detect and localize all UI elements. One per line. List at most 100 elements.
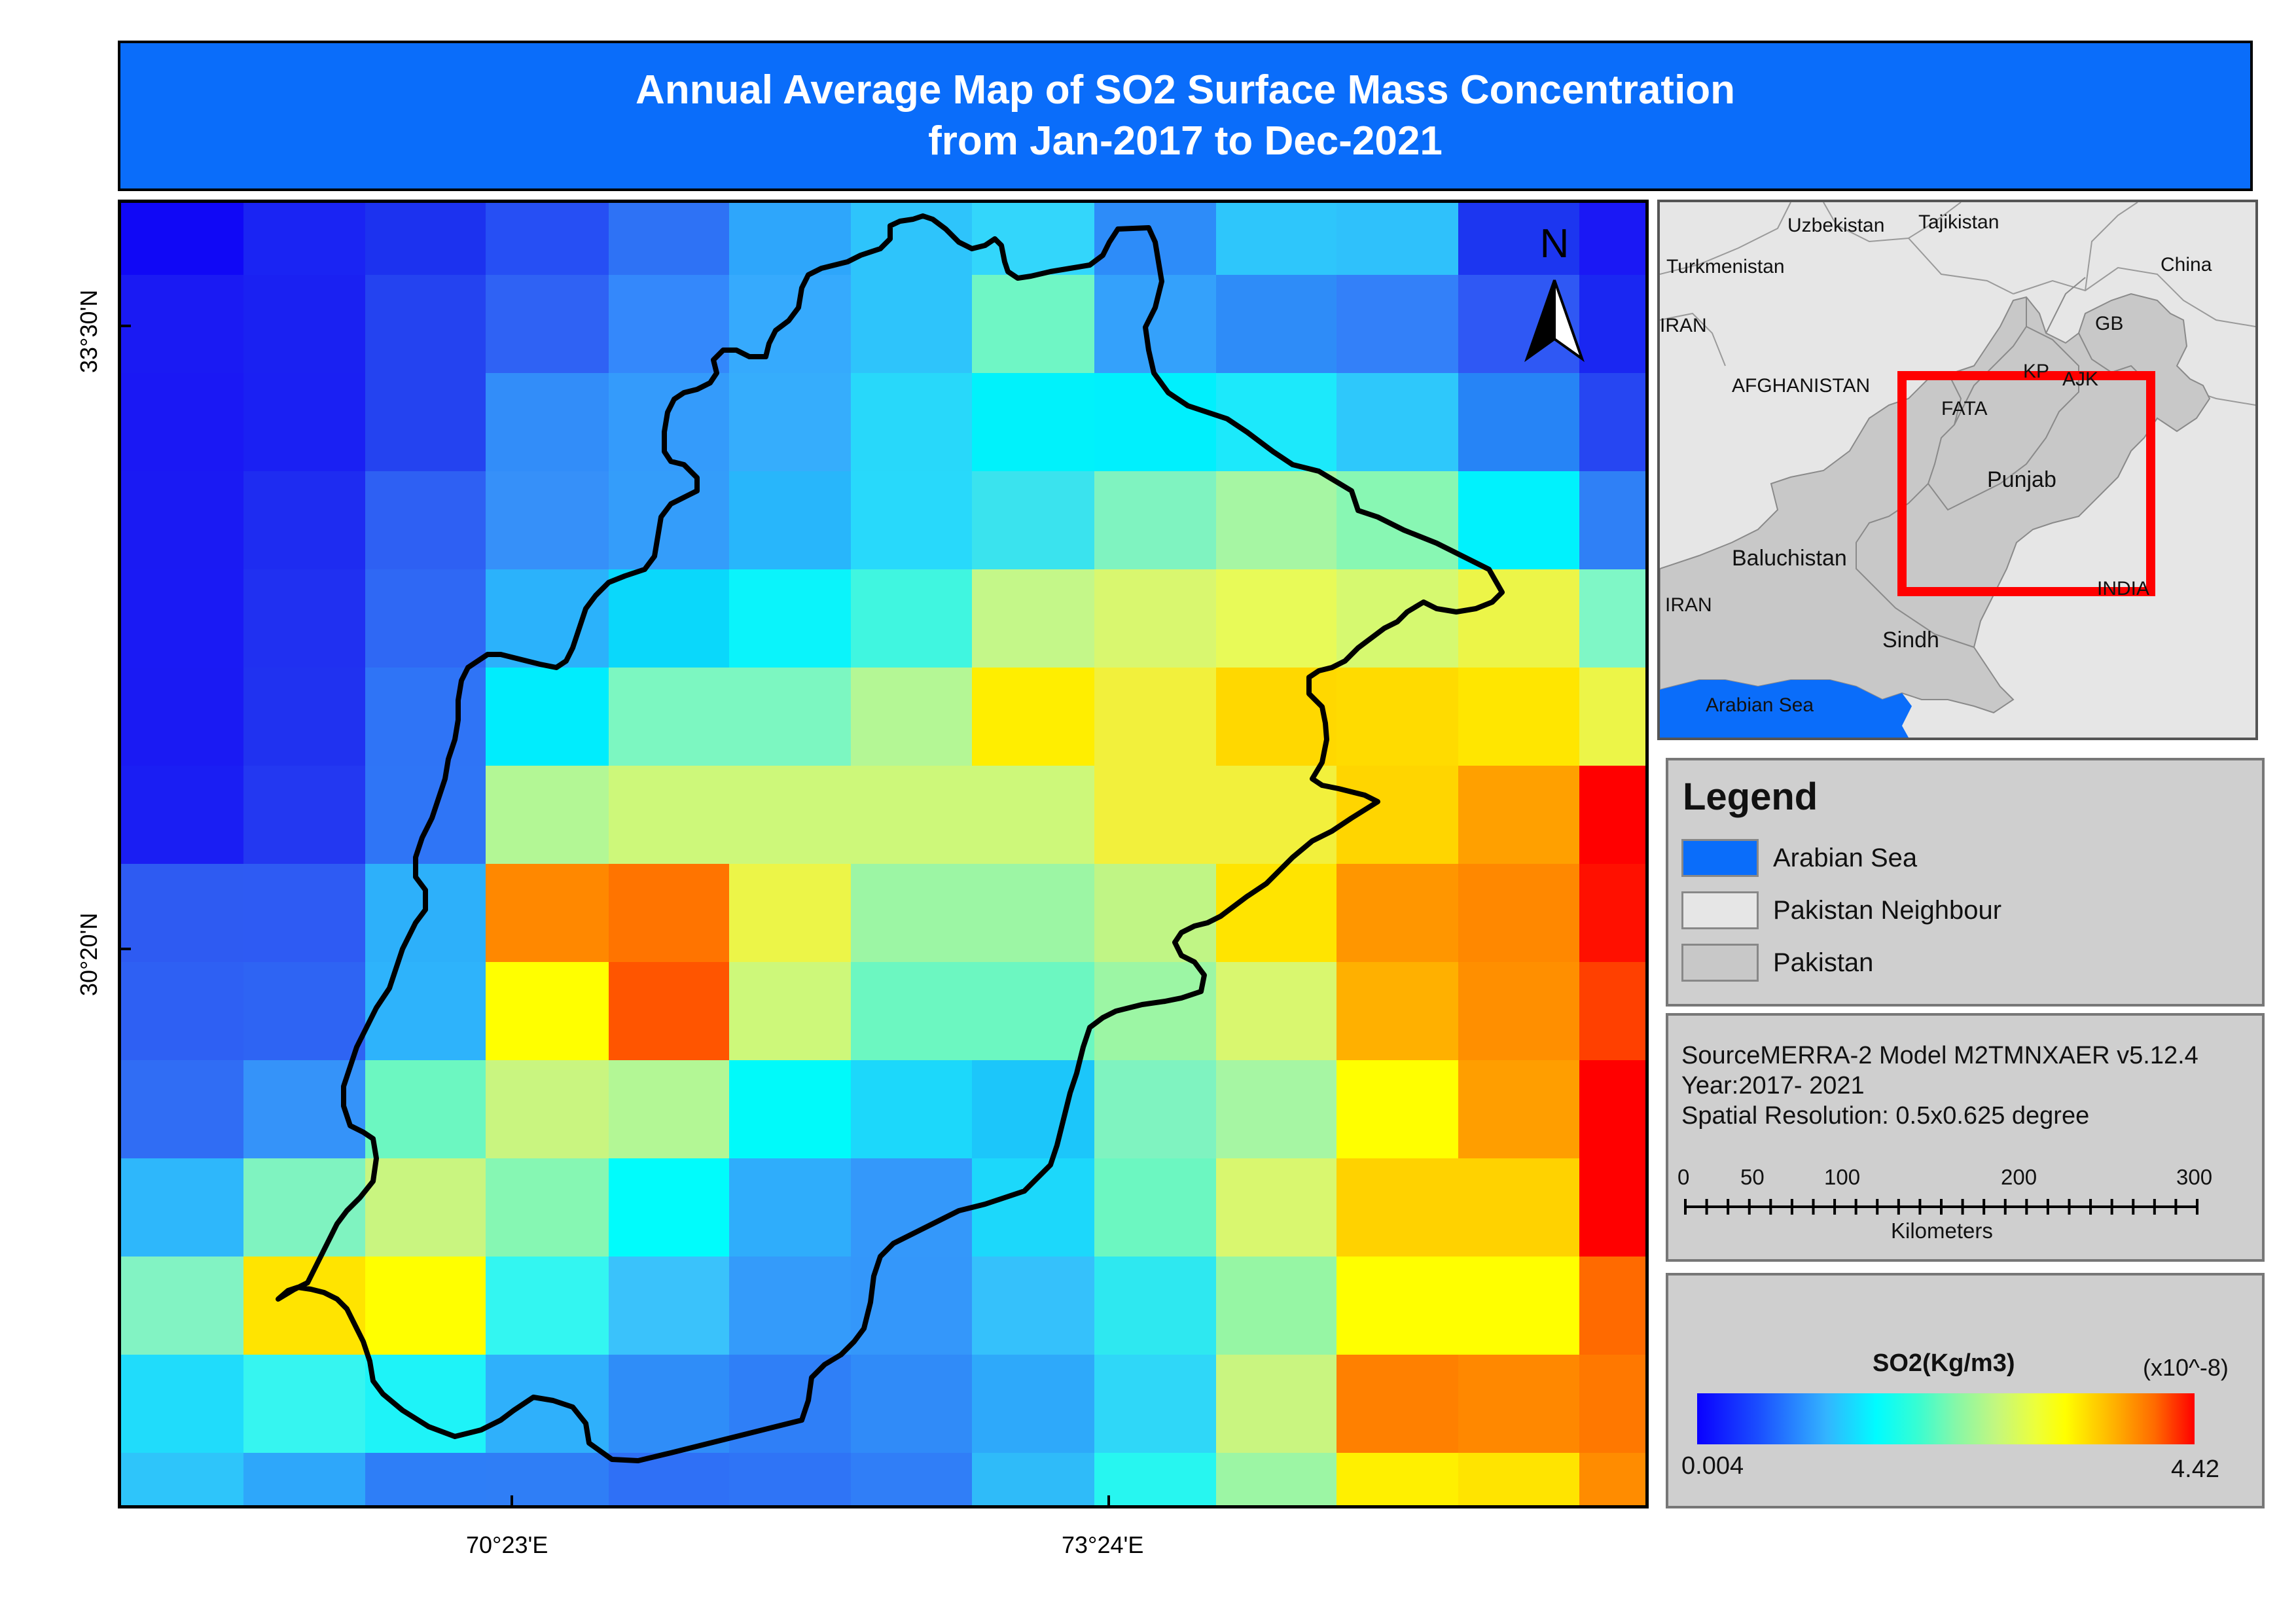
raster-cell bbox=[851, 471, 972, 569]
raster-cell bbox=[1216, 203, 1336, 275]
raster-cell bbox=[972, 864, 1094, 962]
raster-cell bbox=[1579, 1060, 1645, 1158]
inset-label-punjab: Punjab bbox=[1987, 467, 2056, 492]
scale-tick-50: 50 bbox=[1740, 1165, 1765, 1189]
raster-cell bbox=[609, 1158, 729, 1257]
raster-cell bbox=[609, 864, 729, 962]
raster-cell bbox=[972, 569, 1094, 668]
raster-cell bbox=[609, 668, 729, 766]
raster-cell bbox=[1336, 471, 1458, 569]
raster-cell bbox=[729, 1060, 851, 1158]
raster-cell bbox=[1216, 569, 1336, 668]
raster-cell bbox=[972, 668, 1094, 766]
inset-label-india: INDIA bbox=[2097, 578, 2149, 599]
raster-cell bbox=[729, 1453, 851, 1505]
inset-map-svg: Uzbekistan Tajikistan Turkmenistan China… bbox=[1660, 202, 2255, 738]
source-line-3: Spatial Resolution: 0.5x0.625 degree bbox=[1681, 1102, 2090, 1130]
scale-tick-200: 200 bbox=[2001, 1165, 2037, 1189]
raster-cell bbox=[1336, 1060, 1458, 1158]
raster-cell bbox=[609, 1355, 729, 1453]
raster-cell bbox=[365, 1158, 486, 1257]
inset-arabian-sea bbox=[1660, 680, 1912, 738]
raster-cell bbox=[486, 962, 609, 1060]
raster-cell bbox=[121, 471, 243, 569]
scale-tick-100: 100 bbox=[1824, 1165, 1861, 1189]
raster-cell bbox=[1094, 1060, 1216, 1158]
raster-cell bbox=[121, 1453, 243, 1505]
raster-cell bbox=[243, 1158, 365, 1257]
raster-cell bbox=[609, 1060, 729, 1158]
raster-cell bbox=[1458, 373, 1579, 471]
raster-cell bbox=[1458, 668, 1579, 766]
raster-cell bbox=[851, 1060, 972, 1158]
raster-cell bbox=[365, 203, 486, 275]
raster-cell bbox=[729, 766, 851, 864]
lon-label-70-23: 70°23'E bbox=[466, 1531, 548, 1558]
raster-cell bbox=[729, 569, 851, 668]
north-label: N bbox=[1540, 221, 1570, 266]
raster-cell bbox=[851, 668, 972, 766]
raster-cell bbox=[121, 203, 243, 275]
colorbar-panel: SO2(Kg/m3) (x10^-8) 0.004 4.42 bbox=[1666, 1273, 2265, 1508]
raster-cell bbox=[1579, 1158, 1645, 1257]
source-panel: SourceMERRA-2 Model M2TMNXAER v5.12.4 Ye… bbox=[1666, 1013, 2265, 1262]
legend-item-pakistan-neighbour: Pakistan Neighbour bbox=[1681, 890, 2001, 931]
raster-cell bbox=[1458, 1060, 1579, 1158]
inset-label-iran-bottom: IRAN bbox=[1665, 594, 1712, 616]
inset-label-afghanistan: AFGHANISTAN bbox=[1732, 375, 1870, 397]
raster-cell bbox=[1336, 373, 1458, 471]
raster-cell bbox=[1094, 569, 1216, 668]
raster-cell bbox=[851, 962, 972, 1060]
raster-cell bbox=[1094, 1158, 1216, 1257]
raster-cell bbox=[851, 1158, 972, 1257]
raster-cell bbox=[121, 766, 243, 864]
raster-cell bbox=[851, 1453, 972, 1505]
map-title-line-1: Annual Average Map of SO2 Surface Mass C… bbox=[635, 67, 1736, 113]
raster-cell bbox=[243, 373, 365, 471]
raster-cell bbox=[243, 203, 365, 275]
legend-swatch-pakistan bbox=[1681, 944, 1759, 982]
raster-cell bbox=[365, 668, 486, 766]
raster-cell bbox=[1579, 1355, 1645, 1453]
raster-cell bbox=[243, 1355, 365, 1453]
colorbar-gradient bbox=[1697, 1393, 2195, 1444]
raster-cell bbox=[851, 1355, 972, 1453]
raster-cell bbox=[1094, 668, 1216, 766]
raster-cell bbox=[243, 668, 365, 766]
raster-cell bbox=[1458, 203, 1579, 275]
so2-raster-grid bbox=[121, 203, 1645, 1505]
inset-location-map: Uzbekistan Tajikistan Turkmenistan China… bbox=[1657, 200, 2258, 740]
map-title-line-2: from Jan-2017 to Dec-2021 bbox=[928, 118, 1443, 164]
raster-cell bbox=[1579, 1257, 1645, 1355]
raster-cell bbox=[1579, 962, 1645, 1060]
colorbar-unit: (x10^-8) bbox=[2143, 1354, 2229, 1381]
raster-cell bbox=[729, 203, 851, 275]
raster-cell bbox=[1094, 373, 1216, 471]
raster-cell bbox=[1216, 275, 1336, 373]
raster-cell bbox=[365, 569, 486, 668]
raster-cell bbox=[1094, 1453, 1216, 1505]
raster-cell bbox=[1216, 1453, 1336, 1505]
raster-cell bbox=[972, 1355, 1094, 1453]
raster-cell bbox=[486, 203, 609, 275]
raster-cell bbox=[1336, 1453, 1458, 1505]
legend-label-arabian-sea: Arabian Sea bbox=[1773, 843, 1918, 872]
raster-cell bbox=[1458, 962, 1579, 1060]
raster-cell bbox=[851, 864, 972, 962]
legend-swatch-arabian-sea bbox=[1681, 839, 1759, 877]
raster-cell bbox=[1094, 471, 1216, 569]
lat-label-30-20: 30°20'N bbox=[75, 912, 102, 996]
north-arrow-icon: N bbox=[1524, 221, 1585, 363]
raster-cell bbox=[1458, 864, 1579, 962]
raster-cell bbox=[243, 1453, 365, 1505]
raster-cell bbox=[1336, 1257, 1458, 1355]
raster-cell bbox=[1216, 864, 1336, 962]
legend-swatch-pakistan-neighbour bbox=[1681, 891, 1759, 929]
raster-cell bbox=[972, 1453, 1094, 1505]
raster-cell bbox=[1579, 1453, 1645, 1505]
map-title-box: Annual Average Map of SO2 Surface Mass C… bbox=[118, 41, 2253, 191]
raster-cell bbox=[972, 275, 1094, 373]
raster-cell bbox=[972, 1158, 1094, 1257]
scale-tick-300: 300 bbox=[2176, 1165, 2213, 1189]
raster-cell bbox=[121, 373, 243, 471]
